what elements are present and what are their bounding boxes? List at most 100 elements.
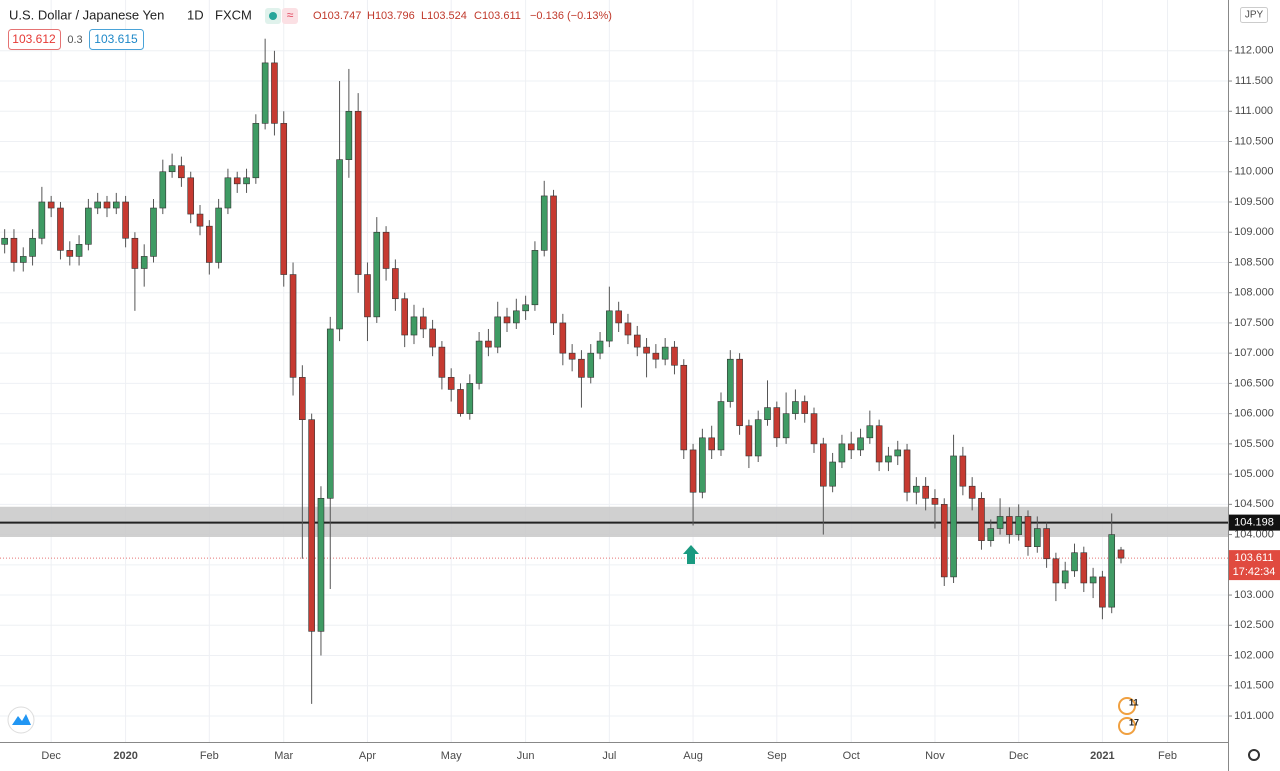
buy-button[interactable] [89,29,144,50]
candle-body [382,231,390,269]
candle-body [19,256,27,263]
candle-body [261,62,269,124]
y-tick-label: 108.500 [1234,256,1274,268]
candle-body [671,346,678,366]
candle-body [326,328,334,499]
event-label: 11 [1129,697,1139,707]
candle-body [57,207,64,251]
sell-button[interactable] [8,29,61,50]
market-icon[interactable] [282,8,298,24]
candle-body [568,352,576,360]
x-tick-label: Dec [1009,750,1029,762]
candle-body [280,123,288,275]
candle-body [726,358,734,402]
x-tick-label: Sep [767,750,787,762]
y-tick-label: 107.000 [1234,347,1274,359]
candle-body [131,237,139,269]
source: FXCM [215,7,252,22]
candle-body [289,274,297,378]
x-tick-label: Nov [925,750,945,762]
candle-body [103,201,111,209]
candle-body [224,177,232,209]
candle-body [29,237,36,257]
y-tick-label: 102.000 [1234,649,1274,661]
y-tick-label: 111.500 [1235,75,1273,87]
last-price-tag [1229,550,1280,581]
candle-body [466,383,474,414]
candle-body [112,201,120,209]
candle-body [271,62,278,124]
candle-body [1015,516,1022,535]
ohlc-close: C103.611 [474,10,521,22]
y-tick-label: 110.000 [1235,166,1274,178]
candle-body [401,298,408,336]
candle-body [680,364,688,451]
candle-body [438,346,446,378]
candle-body [968,485,976,499]
candle-body [782,413,790,439]
candle-body [736,358,743,427]
level-tag [1229,514,1280,531]
candle-body [885,455,892,463]
candle-body [206,225,213,263]
candle-body [587,352,595,378]
candle-body [699,437,706,493]
candle-body [494,316,502,348]
y-tick-label: 101.000 [1234,710,1274,722]
y-tick-label: 104.500 [1234,498,1274,510]
candle-body [392,268,399,300]
candle-body [66,250,74,257]
candle-body [1099,576,1106,608]
candle-body [10,237,18,263]
candle-body [606,310,613,342]
x-tick-label: 2020 [113,750,137,762]
ohlc-change: −0.136 (−0.13%) [530,10,612,22]
event-icon[interactable] [1118,717,1136,735]
candle-body [308,419,315,632]
x-tick-label: Apr [359,750,376,762]
candle-body [754,419,762,457]
market-icon-glyph: ≈ [287,8,294,22]
x-tick-label: Feb [200,750,219,762]
candle-body [829,461,836,487]
interval: 1D [187,7,204,22]
candle-body [1061,570,1069,584]
candle-body [1024,516,1032,547]
y-tick-label: 106.500 [1234,377,1274,389]
candle-body [773,407,781,439]
x-tick-label: Jun [517,750,535,762]
candle-body [1033,528,1041,547]
candle-body [38,201,46,239]
candle-body [540,195,548,251]
candle-body [913,485,920,493]
candle-body [1052,558,1060,584]
candle-body [578,358,585,378]
candle-body [457,389,464,414]
logo-glyph [12,714,31,725]
candle-body [689,449,697,493]
candle-body [820,443,827,487]
candle-body [485,340,492,348]
candle-body [1043,528,1050,560]
settings-button[interactable] [1248,749,1260,761]
arrow-annotation [683,545,699,564]
candle-body [159,171,167,209]
candle-body [1006,516,1013,535]
candle-body [410,316,418,336]
candle-body [215,207,222,263]
candle-body [792,401,799,414]
candle-body [178,165,185,179]
candle-body [419,316,427,330]
event-icon[interactable] [1118,697,1136,715]
x-tick-label: Oct [843,750,860,762]
candle-body [838,443,846,463]
candle-body [336,159,343,330]
candle-body [513,310,520,324]
price-axis-bg [1228,0,1280,771]
y-tick-label: 112.000 [1235,45,1274,57]
candle-body [857,437,864,451]
candle-body [475,340,483,384]
x-tick-label: Aug [683,750,703,762]
y-tick-label: 107.500 [1234,317,1274,329]
